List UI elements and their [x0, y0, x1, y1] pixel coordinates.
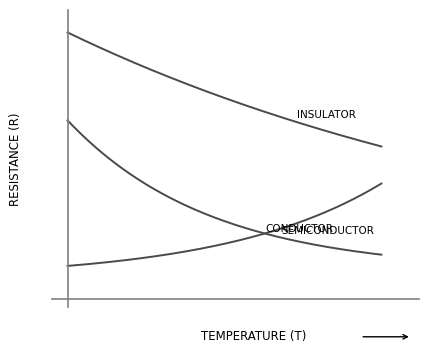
Text: RESISTANCE (R): RESISTANCE (R): [9, 112, 22, 206]
Text: TEMPERATURE (T): TEMPERATURE (T): [201, 330, 306, 343]
Text: CONDUCTOR: CONDUCTOR: [265, 224, 333, 233]
Text: SEMICONDUCTOR: SEMICONDUCTOR: [281, 226, 374, 236]
Text: INSULATOR: INSULATOR: [297, 110, 356, 120]
